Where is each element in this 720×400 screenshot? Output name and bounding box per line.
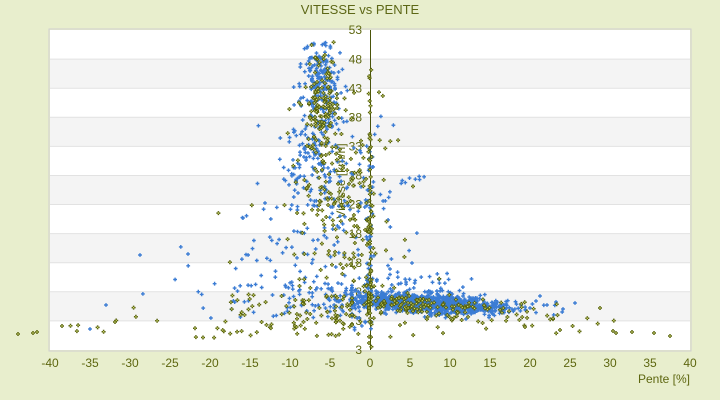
svg-text:-15: -15 [241, 356, 259, 370]
svg-text:35: 35 [643, 356, 657, 370]
svg-text:20: 20 [523, 356, 537, 370]
svg-text:40: 40 [683, 356, 697, 370]
svg-text:VITESSE vs PENTE: VITESSE vs PENTE [301, 2, 420, 17]
svg-text:-10: -10 [281, 356, 299, 370]
svg-text:43: 43 [349, 81, 363, 95]
svg-text:30: 30 [603, 356, 617, 370]
svg-text:5: 5 [407, 356, 414, 370]
svg-text:Pente [%]: Pente [%] [638, 372, 690, 386]
svg-text:-5: -5 [325, 356, 336, 370]
svg-text:0: 0 [367, 356, 374, 370]
svg-text:3: 3 [355, 343, 362, 357]
svg-text:48: 48 [349, 52, 363, 66]
svg-text:-25: -25 [161, 356, 179, 370]
svg-text:10: 10 [443, 356, 457, 370]
svg-text:-20: -20 [201, 356, 219, 370]
svg-text:53: 53 [349, 23, 363, 37]
svg-text:18: 18 [349, 227, 363, 241]
svg-text:13: 13 [349, 256, 363, 270]
svg-text:-40: -40 [41, 356, 59, 370]
svg-text:15: 15 [483, 356, 497, 370]
svg-text:-30: -30 [121, 356, 139, 370]
svg-text:38: 38 [349, 111, 363, 125]
svg-text:-35: -35 [81, 356, 99, 370]
svg-text:25: 25 [563, 356, 577, 370]
